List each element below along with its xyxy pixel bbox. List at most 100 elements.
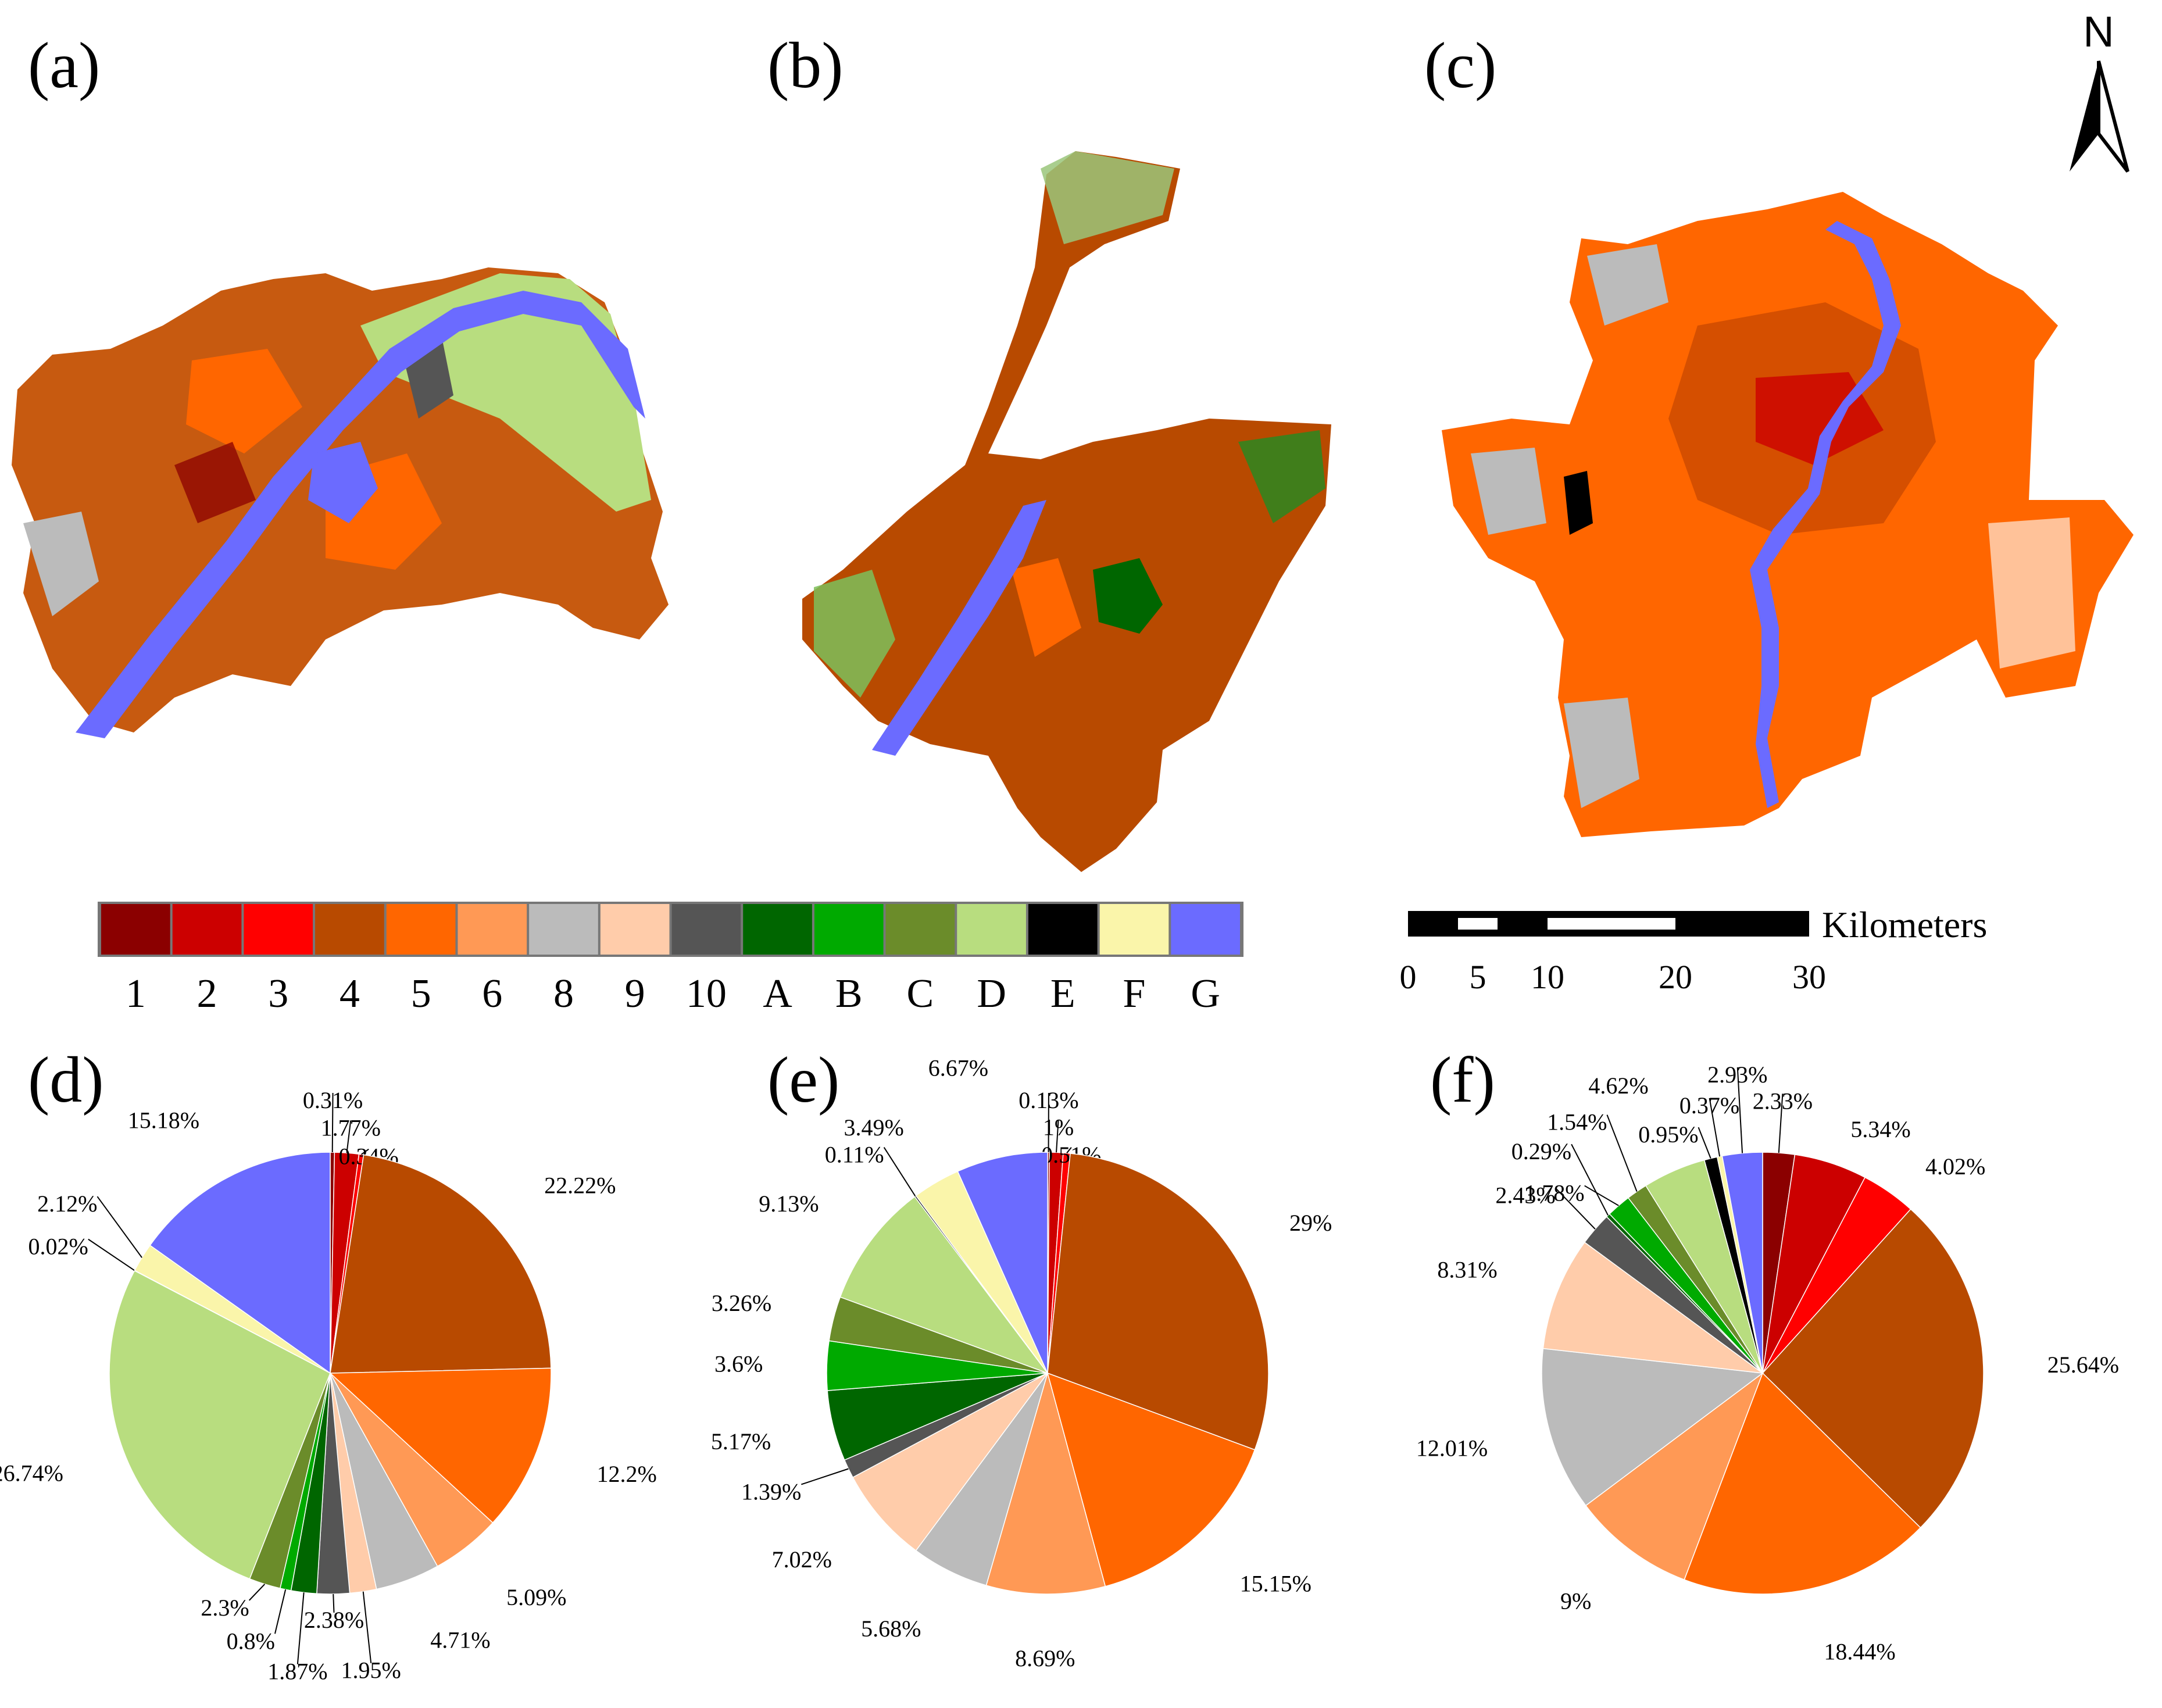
scale-bar-unit: Kilometers — [1822, 904, 1987, 945]
legend-swatch-B — [814, 904, 884, 955]
legend-swatch-8 — [529, 904, 598, 955]
map-a-lake — [308, 442, 378, 523]
pie-label-f-9: 8.31% — [1437, 1256, 1497, 1282]
map-b — [802, 151, 1331, 872]
legend-label-G: G — [1191, 971, 1220, 1016]
pie-label-f-4: 25.64% — [2047, 1352, 2119, 1378]
north-arrow-left-icon — [2070, 61, 2099, 171]
map-a-river — [76, 291, 645, 738]
pie-leader-d-B — [274, 1589, 287, 1634]
pie-label-d-1: 0.31% — [303, 1087, 363, 1113]
pie-label-f-F: 0.37% — [1679, 1092, 1739, 1119]
panel-label-a: (a) — [28, 30, 100, 102]
pie-label-e-6: 8.69% — [1015, 1645, 1075, 1671]
pie-label-e-G: 6.67% — [928, 1055, 988, 1081]
pie-slice-e-5 — [1046, 1372, 1256, 1587]
pie-label-e-1: 0.13% — [1019, 1087, 1078, 1113]
pie-label-e-10: 1.39% — [741, 1478, 801, 1505]
legend-label-B: B — [835, 971, 863, 1016]
legend-label-2: 2 — [197, 971, 217, 1016]
pie-slice-f-5 — [1684, 1372, 1921, 1595]
pie-label-d-B: 0.8% — [227, 1628, 275, 1654]
pie-leader-f-G — [1736, 1067, 1743, 1153]
pie-label-d-10: 2.38% — [304, 1607, 364, 1633]
legend-label-F: F — [1123, 971, 1146, 1016]
pie-label-e-E: 0.11% — [825, 1142, 884, 1168]
legend-label-1: 1 — [126, 971, 146, 1016]
map-b-east-green — [1238, 430, 1325, 523]
pie-leader-f-1 — [1778, 1094, 1784, 1153]
pie-leader-e-10 — [801, 1468, 849, 1485]
scale-bar-white-segment-2 — [1548, 918, 1675, 930]
pie-leader-f-10 — [1555, 1187, 1596, 1230]
panel-label-e: (e) — [767, 1044, 839, 1116]
pie-label-e-A: 5.17% — [711, 1428, 771, 1455]
legend-swatch-1 — [101, 904, 170, 955]
pie-label-d-8: 4.71% — [430, 1627, 490, 1653]
pie-slice-f-6 — [1585, 1371, 1764, 1581]
legend-label-C: C — [907, 971, 934, 1016]
pie-label-e-5: 15.15% — [1240, 1571, 1312, 1597]
scale-tick-5: 5 — [1470, 958, 1486, 996]
legend-label-D: D — [977, 971, 1006, 1016]
pie-leader-d-10 — [333, 1593, 335, 1613]
pie-leader-d-2 — [346, 1120, 352, 1153]
legend-swatch-E — [1028, 904, 1098, 955]
map-c-gray-west — [1471, 448, 1546, 535]
legend-swatch-9 — [600, 904, 670, 955]
north-arrow-right-icon — [2097, 60, 2129, 173]
legend-label-6: 6 — [482, 971, 502, 1016]
map-c-light-east — [1988, 517, 2075, 669]
pie-leader-d-F — [97, 1196, 142, 1258]
legend-swatch-D — [957, 904, 1026, 955]
legend-swatch-2 — [172, 904, 242, 955]
legend-swatch-F — [1099, 904, 1169, 955]
pie-leader-f-C — [1606, 1114, 1638, 1192]
pie-label-f-D: 4.62% — [1588, 1073, 1648, 1099]
pie-chart-f: 2.33% 5.34% 4.02% 25.64% 18.44% 9% 12.01% 8.31%… — [1416, 1062, 2119, 1665]
legend-label-E: E — [1050, 971, 1075, 1016]
legend-swatch-G — [1171, 904, 1240, 955]
pie-label-f-A: 0.29% — [1511, 1138, 1571, 1164]
pie-label-f-10: 2.43% — [1495, 1182, 1555, 1209]
pie-label-f-2: 5.34% — [1850, 1116, 1910, 1142]
pie-label-d-D: 26.74% — [0, 1460, 63, 1486]
map-b-north-green — [1041, 151, 1174, 244]
pie-slice-f-4 — [1761, 1208, 1984, 1528]
legend-swatch-C — [885, 904, 955, 955]
map-c-river — [1750, 221, 1901, 808]
pie-label-f-E: 0.95% — [1638, 1121, 1698, 1148]
pie-label-f-B: 1.78% — [1524, 1180, 1584, 1206]
legend-label-9: 9 — [625, 971, 645, 1016]
pie-label-d-4: 22.22% — [544, 1173, 616, 1199]
pie-leader-f-E — [1698, 1127, 1711, 1159]
map-a-orange-patch-1 — [186, 349, 302, 453]
map-a — [12, 267, 669, 738]
map-c — [1442, 192, 2134, 837]
legend-swatch-5 — [386, 904, 456, 955]
pie-leader-f-F — [1709, 1098, 1721, 1157]
pie-leader-d-E — [88, 1238, 135, 1271]
pie-label-f-1: 2.33% — [1753, 1088, 1813, 1114]
pie-label-f-8: 12.01% — [1416, 1435, 1488, 1462]
pie-label-f-5: 18.44% — [1824, 1639, 1895, 1665]
north-label: N — [2083, 8, 2114, 56]
pie-leader-d-3 — [360, 1148, 369, 1155]
pie-label-d-5: 12.2% — [596, 1461, 656, 1487]
pie-slice-d-D — [109, 1270, 331, 1580]
pie-leader-e-3 — [1066, 1147, 1072, 1154]
pie-label-e-4: 29% — [1289, 1210, 1332, 1236]
panel-label-f: (f) — [1430, 1044, 1495, 1116]
pie-leader-d-C — [248, 1584, 266, 1601]
map-b-west-green — [814, 570, 895, 698]
pie-slice-d-4 — [330, 1154, 552, 1374]
legend-label-5: 5 — [411, 971, 431, 1016]
scale-tick-30: 30 — [1792, 958, 1826, 996]
pie-label-e-9: 7.02% — [772, 1546, 832, 1573]
pie-leader-e-E — [883, 1146, 916, 1197]
pie-label-e-8: 5.68% — [861, 1616, 921, 1642]
pie-slice-e-9 — [852, 1373, 1048, 1552]
pie-leader-f-A — [1571, 1144, 1609, 1216]
map-c-gray-south — [1564, 698, 1639, 808]
